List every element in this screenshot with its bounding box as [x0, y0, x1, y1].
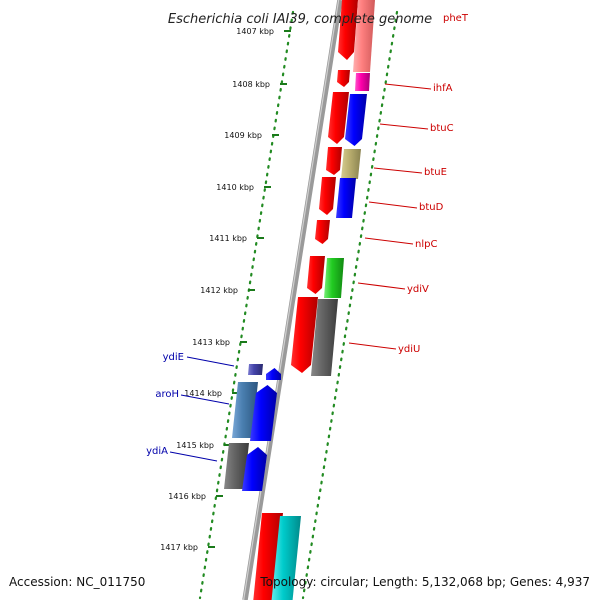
gene-label-btuC[interactable]: btuC	[430, 123, 454, 134]
gene-label-btuD[interactable]: btuD	[419, 202, 444, 213]
gene-feature[interactable]	[328, 92, 349, 144]
gene-feature[interactable]	[345, 94, 367, 146]
gene-label-ydiV[interactable]: ydiV	[407, 284, 429, 295]
gene-feature[interactable]	[337, 70, 350, 87]
kbp-tick-label: 1415 kbp	[176, 441, 214, 450]
gene-labels: pheT ihfA btuC btuE btuD nlpC ydiV ydiU ydiE aroH…	[146, 13, 469, 462]
gene-feature[interactable]	[353, 0, 375, 72]
kbp-tick-label: 1407 kbp	[236, 27, 274, 36]
topology-label: Topology: circular; Length: 5,132,068 bp…	[259, 575, 590, 589]
genome-axis	[242, 0, 343, 600]
gene-feature[interactable]	[311, 299, 338, 376]
gene-feature[interactable]	[307, 256, 325, 294]
kbp-tick-label: 1410 kbp	[216, 183, 254, 192]
gene-label-ihfA[interactable]: ihfA	[433, 83, 453, 94]
gene-leader-line	[368, 201, 418, 209]
gene-feature[interactable]	[224, 443, 249, 489]
gene-feature[interactable]	[341, 149, 361, 179]
gene-feature[interactable]	[242, 447, 267, 491]
gene-feature[interactable]	[315, 220, 330, 244]
gene-leader-line	[186, 356, 235, 367]
kbp-tick-label: 1412 kbp	[200, 286, 238, 295]
gene-leader-line	[357, 282, 406, 290]
kbp-tick-label: 1416 kbp	[168, 492, 206, 501]
kbp-tick-label: 1408 kbp	[232, 80, 270, 89]
kbp-tick-label: 1413 kbp	[192, 338, 230, 347]
gene-label-nlpC[interactable]: nlpC	[415, 239, 437, 250]
gene-feature[interactable]	[271, 516, 301, 600]
gene-feature[interactable]	[338, 0, 358, 60]
gene-feature[interactable]	[319, 177, 336, 215]
kbp-ticks: 1407 kbp 1408 kbp 1409 kbp 1410 kbp 1411 kbp…	[160, 27, 291, 552]
gene-label-ydiU[interactable]: ydiU	[398, 344, 420, 355]
gene-leader-line	[373, 167, 423, 174]
kbp-tick-label: 1409 kbp	[224, 131, 262, 140]
gene-feature[interactable]	[324, 258, 344, 298]
gene-leader-line	[180, 394, 230, 405]
gene-feature[interactable]	[248, 364, 263, 375]
gene-label-pheT[interactable]: pheT	[443, 13, 469, 24]
accession-label: Accession: NC_011750	[9, 575, 145, 589]
gene-label-btuE[interactable]: btuE	[424, 167, 447, 178]
gene-feature[interactable]	[291, 297, 318, 373]
outer-track	[301, 10, 399, 600]
kbp-tick-label: 1411 kbp	[209, 234, 247, 243]
gene-feature[interactable]	[336, 178, 356, 218]
gene-leader-line	[364, 237, 414, 245]
gene-leader-line	[169, 451, 218, 462]
map-title: Escherichia coli IAI39, complete genome	[168, 12, 432, 27]
kbp-tick-label: 1417 kbp	[160, 543, 198, 552]
gene-feature[interactable]	[266, 368, 281, 380]
gene-label-ydiA[interactable]: ydiA	[146, 446, 168, 457]
gene-feature[interactable]	[326, 147, 342, 175]
gene-feature[interactable]	[355, 73, 370, 91]
gene-label-ydiE[interactable]: ydiE	[163, 352, 184, 363]
gene-leader-line	[379, 123, 429, 130]
gene-feature[interactable]	[250, 385, 277, 441]
gene-feature[interactable]	[232, 382, 258, 438]
tick-track	[198, 10, 295, 600]
gene-features	[224, 0, 375, 600]
genome-axis-highlight	[243, 0, 340, 600]
gene-leader-line	[348, 342, 397, 350]
kbp-tick-label: 1414 kbp	[184, 389, 222, 398]
gene-leader-line	[384, 83, 432, 90]
gene-label-aroH[interactable]: aroH	[155, 389, 179, 400]
